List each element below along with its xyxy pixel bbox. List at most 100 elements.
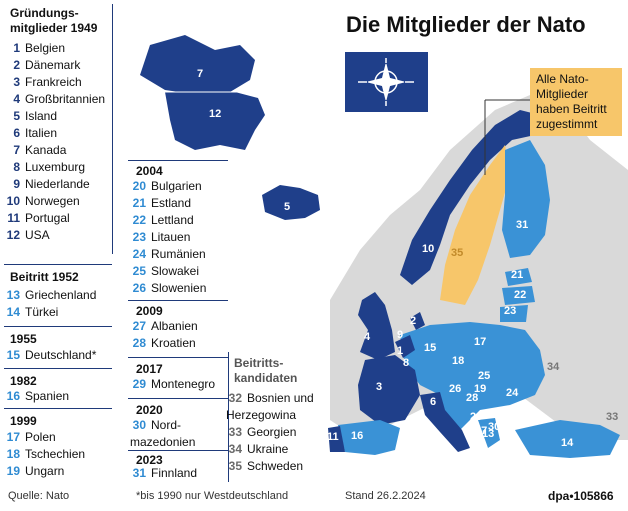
- founding-heading-text: Gründungs-mitglieder 1949: [10, 6, 98, 35]
- map-norway: [400, 110, 540, 285]
- legend-country: Ungarn: [25, 464, 65, 478]
- map-label-25: 25: [478, 370, 491, 382]
- legend-item: 20 Bulgarien: [130, 178, 206, 195]
- founding-heading: Gründungs-mitglieder 1949: [10, 6, 120, 36]
- legend-country: Ukraine: [247, 442, 289, 456]
- legend-country: Kroatien: [151, 336, 196, 350]
- legend-divider-vertical: [112, 4, 113, 254]
- legend-item: 14 Türkei: [4, 304, 96, 321]
- legend-item: 11 Portugal: [4, 210, 105, 227]
- map-label-17: 17: [474, 336, 487, 348]
- divider-2023: [128, 450, 228, 451]
- legend-number: 20: [132, 179, 146, 193]
- legend-country: Deutschland*: [25, 348, 97, 362]
- legend-item: 9 Niederlande: [4, 176, 105, 193]
- map-label-6: 6: [430, 396, 437, 408]
- map-lithuania: [500, 305, 528, 322]
- legend-item: 5 Island: [4, 108, 105, 125]
- legend-number: 18: [6, 447, 20, 461]
- map-iceland: [262, 185, 320, 220]
- list-2009: 27 Albanien 28 Kroatien: [130, 318, 198, 352]
- legend-country: Spanien: [25, 389, 70, 403]
- divider-2009: [128, 300, 228, 301]
- legend-number: 28: [132, 336, 146, 350]
- legend-number: 14: [6, 305, 20, 319]
- map-label-16: 16: [351, 430, 364, 442]
- legend-number: 4: [13, 92, 20, 106]
- map-sweden: [440, 145, 510, 305]
- legend-country: Bosnien und Herzegowina: [226, 391, 314, 422]
- callout-text: Alle Nato-Mitglieder haben Beitritt zuge…: [536, 72, 607, 131]
- map-central-europe: [400, 322, 545, 430]
- founding-list: 1 Belgien 2 Dänemark 3 Frankreich 4 Großbritann…: [4, 40, 105, 244]
- heading-1952: Beitritt 1952: [10, 270, 79, 284]
- divider-1982: [4, 368, 112, 369]
- legend-item: 22 Lettland: [130, 212, 206, 229]
- map-turkey: [515, 420, 620, 458]
- legend-country: Italien: [25, 126, 58, 140]
- nato-star-icon: [358, 58, 414, 106]
- legend-country: Slowakei: [151, 264, 200, 278]
- legend-country: Finnland: [151, 466, 198, 480]
- map-label-5: 5: [284, 201, 291, 213]
- page-title: Die Mitglieder der Nato: [346, 12, 586, 37]
- middle-divider-top: [128, 160, 228, 161]
- legend-country: Norwegen: [25, 194, 80, 208]
- candidates-divider: [228, 352, 229, 482]
- legend-country: Frankreich: [25, 75, 82, 89]
- map-label-15: 15: [424, 342, 437, 354]
- legend-item: 16 Spanien: [4, 388, 69, 405]
- heading-2023: 2023: [136, 453, 163, 467]
- footer-note: *bis 1990 nur Westdeutschland: [136, 490, 289, 502]
- legend-number: 29: [132, 377, 146, 391]
- map-label-11: 11: [327, 431, 339, 443]
- legend-country: Georgien: [247, 425, 297, 439]
- divider-1955: [4, 326, 112, 327]
- list-1955: 15 Deutschland*: [4, 347, 97, 364]
- legend-number: 30: [132, 418, 146, 432]
- map-label-3: 3: [376, 381, 383, 393]
- legend-item: 21 Estland: [130, 195, 206, 212]
- legend-item: 23 Litauen: [130, 229, 206, 246]
- legend-number: 27: [132, 319, 146, 333]
- legend-country: Großbritannien: [25, 92, 106, 106]
- legend-item: 6 Italien: [4, 125, 105, 142]
- legend-number: 13: [6, 288, 20, 302]
- legend-item: 24 Rumänien: [130, 246, 206, 263]
- legend-country: Schweden: [247, 459, 304, 473]
- legend-number: 32: [228, 391, 242, 405]
- legend-item: 28 Kroatien: [130, 335, 198, 352]
- heading-1955: 1955: [10, 332, 37, 346]
- legend-item: 25 Slowakei: [130, 263, 206, 280]
- legend-number: 21: [132, 196, 146, 210]
- map-label-18: 18: [452, 355, 465, 367]
- map-label-31: 31: [516, 219, 529, 231]
- footer-source: Quelle: Nato: [8, 490, 70, 502]
- legend-item: 27 Albanien: [130, 318, 198, 335]
- legend-number: 2: [13, 58, 20, 72]
- map-uk: [358, 292, 395, 360]
- map-label-28: 28: [466, 392, 479, 404]
- map-label-9: 9: [397, 329, 404, 341]
- legend-number: 23: [132, 230, 146, 244]
- map-benelux: [395, 335, 415, 358]
- legend-number: 19: [6, 464, 20, 478]
- map-label-21: 21: [511, 269, 524, 281]
- legend-item: 19 Ungarn: [4, 463, 85, 480]
- map-label-8: 8: [403, 357, 410, 369]
- heading-2009: 2009: [136, 304, 163, 318]
- map-canada: [140, 35, 255, 95]
- legend-item: 13 Griechenland: [4, 287, 97, 304]
- legend-number: 26: [132, 281, 146, 295]
- legend-number: 12: [6, 228, 20, 242]
- legend-number: 33: [228, 425, 242, 439]
- legend-number: 9: [13, 177, 20, 191]
- legend-number: 8: [13, 160, 20, 174]
- heading-2017: 2017: [136, 362, 163, 376]
- map-label-4: 4: [364, 331, 371, 343]
- legend-item: 7 Kanada: [4, 142, 105, 159]
- list-2020: 30 Nord-mazedonien: [130, 417, 225, 451]
- legend-item: 10 Norwegen: [4, 193, 105, 210]
